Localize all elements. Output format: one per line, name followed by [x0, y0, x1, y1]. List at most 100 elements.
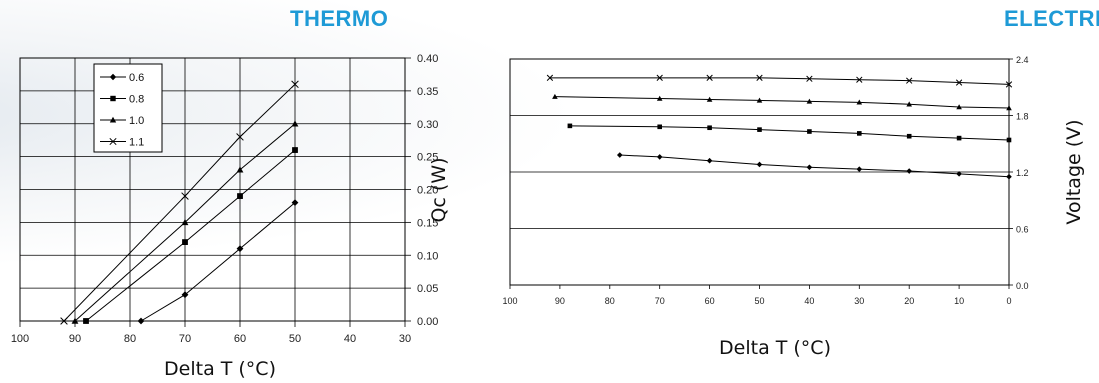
- series-line: [85, 149, 296, 322]
- electric-heading: ELECTRIC: [1004, 6, 1099, 31]
- legend-marker: [109, 137, 117, 146]
- series-3: [552, 93, 1012, 111]
- data-point: [181, 291, 189, 299]
- data-point: [906, 101, 912, 107]
- y-tick-label: 0.20: [417, 185, 438, 197]
- data-point: [656, 74, 663, 81]
- x-tick-label: 50: [754, 296, 764, 306]
- data-point: [546, 74, 554, 81]
- series-1: [616, 152, 1012, 180]
- data-point: [291, 199, 299, 207]
- x-tick-label: 50: [289, 333, 301, 345]
- x-tick-label: 40: [344, 333, 356, 345]
- data-point: [83, 318, 89, 324]
- data-point: [706, 157, 713, 164]
- data-point: [236, 166, 244, 173]
- data-point: [806, 164, 813, 171]
- y-tick-label: 0.6: [1016, 225, 1029, 235]
- data-point: [1006, 105, 1012, 111]
- x-tick-label: 30: [854, 296, 864, 306]
- data-point: [856, 99, 863, 105]
- x-tick-label: 80: [605, 296, 615, 306]
- data-point: [292, 147, 298, 153]
- x-tick-label: 70: [179, 333, 191, 345]
- x-tick-label: 30: [399, 333, 411, 345]
- data-point: [1005, 81, 1013, 88]
- legend-label: 1.0: [129, 115, 144, 127]
- data-point: [71, 317, 79, 324]
- y-axis-title: Voltage (V): [1063, 119, 1085, 224]
- data-point: [1006, 137, 1012, 143]
- legend-label: 0.6: [129, 72, 144, 84]
- data-point: [956, 135, 962, 141]
- legend-box: [93, 63, 163, 153]
- data-point: [756, 161, 763, 168]
- series-0.6: [137, 199, 299, 325]
- x-tick-label: 10: [954, 296, 964, 306]
- y-tick-label: 0.10: [417, 250, 438, 262]
- x-tick-label: 60: [234, 333, 246, 345]
- data-point: [291, 80, 299, 89]
- data-point: [236, 133, 244, 141]
- legend-label: 0.8: [129, 94, 144, 106]
- y-tick-label: 0.15: [417, 217, 438, 229]
- y-tick-label: 0.40: [417, 53, 438, 65]
- data-point: [707, 125, 712, 131]
- x-tick-label: 80: [124, 333, 136, 345]
- data-point: [657, 124, 662, 130]
- data-point: [181, 218, 189, 226]
- data-point: [756, 97, 763, 103]
- x-tick-label: 40: [804, 296, 814, 306]
- x-tick-label: 0: [1006, 296, 1011, 306]
- data-point: [182, 239, 188, 245]
- data-point: [906, 133, 912, 139]
- data-point: [1006, 173, 1012, 180]
- electric-chart: 100 90 80 70 60 50 40 30 20 10 00.00.61.21.82.4Del…: [502, 55, 1085, 359]
- thermo-chart: 100 90 80 70 60 50 40 30 0.00 0.05 0.10 0.15 0.20 0.2…: [11, 53, 450, 380]
- x-tick-label: 100: [502, 296, 517, 306]
- data-point: [856, 76, 863, 83]
- legend-label: 1.1: [129, 137, 144, 149]
- legend-marker: [110, 95, 116, 102]
- data-point: [806, 75, 813, 82]
- x-axis-title: Delta T (°C): [164, 358, 276, 380]
- series-4: [546, 74, 1013, 88]
- series-line: [549, 77, 1010, 85]
- data-point: [181, 192, 189, 200]
- y-axis-title: Qc (W): [428, 157, 450, 222]
- x-tick-label: 60: [705, 296, 715, 306]
- data-point: [806, 98, 813, 104]
- data-point: [956, 171, 962, 177]
- data-point: [955, 79, 963, 86]
- y-tick-label: 0.35: [417, 86, 438, 98]
- y-tick-label: 0.25: [417, 152, 438, 164]
- data-point: [856, 166, 863, 172]
- data-point: [237, 193, 243, 199]
- x-tick-label: 90: [69, 333, 81, 345]
- x-axis-title: Delta T (°C): [719, 337, 831, 359]
- legend-marker: [109, 116, 117, 123]
- y-tick-label: 0.00: [417, 316, 438, 328]
- data-point: [756, 74, 763, 81]
- data-point: [956, 104, 962, 110]
- data-point: [60, 317, 68, 325]
- series-1.0: [71, 120, 299, 324]
- series-1.1: [60, 80, 299, 325]
- data-point: [757, 127, 762, 132]
- y-tick-label: 1.8: [1016, 112, 1029, 122]
- series-line: [74, 123, 296, 322]
- x-tick-label: 70: [655, 296, 665, 306]
- y-tick-label: 1.2: [1016, 168, 1029, 178]
- y-tick-label: 0.05: [417, 283, 438, 295]
- data-point: [236, 245, 244, 253]
- x-tick-label: 20: [904, 296, 914, 306]
- data-point: [552, 93, 558, 99]
- series-line: [554, 96, 1010, 109]
- data-point: [706, 96, 713, 102]
- data-point: [291, 120, 299, 127]
- series-line: [63, 83, 296, 322]
- data-point: [807, 129, 812, 134]
- thermo-heading: THERMO: [290, 6, 389, 31]
